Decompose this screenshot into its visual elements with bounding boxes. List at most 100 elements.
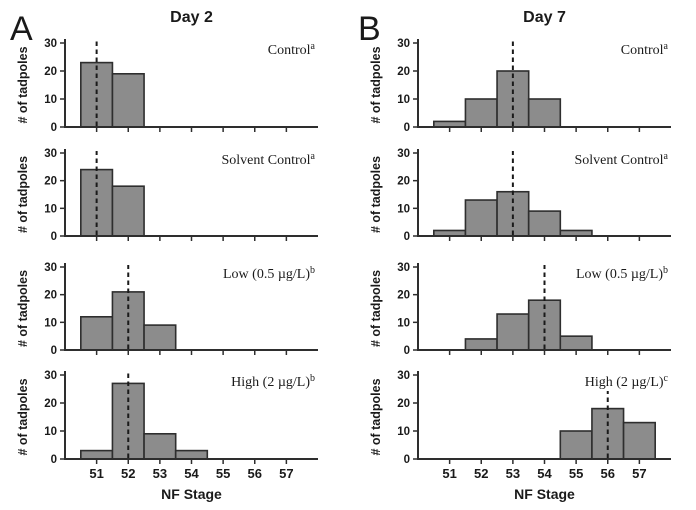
x-axis-label: NF Stage <box>514 486 575 502</box>
histogram-bar-stage-53 <box>143 432 177 460</box>
y-tick-label: 20 <box>44 66 57 78</box>
treatment-label-text: Low (0.5 µg/L) <box>223 267 310 282</box>
treatment-label: Controla <box>268 41 316 58</box>
y-tick-label: 0 <box>404 454 410 466</box>
treatment-label-superscript: a <box>664 151 669 162</box>
y-axis-label: # of tadpoles <box>16 378 30 455</box>
treatment-label-text: Solvent Control <box>574 153 663 168</box>
y-tick-label: 30 <box>397 148 410 160</box>
histogram-panel-day-7-control: 0 10 20 30 # of tadpoles Controla <box>369 38 671 134</box>
y-tick-label: 30 <box>44 370 57 382</box>
histogram-bar-stage-54 <box>527 210 562 237</box>
y-tick-label: 30 <box>397 262 410 274</box>
treatment-label-superscript: b <box>310 265 315 276</box>
treatment-label-superscript: a <box>311 41 316 52</box>
x-tick-label: 57 <box>632 466 646 481</box>
histogram-bar-stage-57 <box>622 421 656 460</box>
x-axis-label: NF Stage <box>161 486 222 502</box>
histogram-bar-stage-52 <box>111 73 145 128</box>
histogram-bar-stage-53 <box>496 313 530 351</box>
treatment-label-superscript: a <box>311 151 316 162</box>
histogram-bar-stage-53 <box>143 324 177 351</box>
y-tick-label: 10 <box>44 203 57 215</box>
x-tick-label: 52 <box>474 466 488 481</box>
y-tick-label: 10 <box>397 94 410 106</box>
y-axis-label: # of tadpoles <box>369 156 383 233</box>
y-tick-label: 0 <box>51 231 57 243</box>
treatment-label: Solvent Controla <box>221 151 315 168</box>
treatment-label: High (2 µg/L)c <box>585 373 669 390</box>
histogram-bar-stage-52 <box>111 185 145 237</box>
y-tick-label: 0 <box>51 122 57 134</box>
y-axis-label: # of tadpoles <box>369 270 383 347</box>
treatment-label-mask <box>564 372 676 388</box>
histogram-panel-day-2-low-0-5-g-l: 0 10 20 30 # of tadpoles Low (0.5 µg/L)b <box>16 262 318 357</box>
y-tick-label: 0 <box>404 231 410 243</box>
histogram-bar-stage-54 <box>527 98 562 128</box>
panel-letter-a: A <box>10 10 33 48</box>
y-tick-label: 10 <box>397 426 410 438</box>
histogram-bar-stage-52 <box>464 199 498 237</box>
x-tick-label: 55 <box>216 466 230 481</box>
y-axis-label: # of tadpoles <box>16 46 30 123</box>
y-tick-label: 10 <box>44 94 57 106</box>
y-tick-label: 30 <box>397 370 410 382</box>
treatment-label: Solvent Controla <box>574 151 668 168</box>
treatment-label: High (2 µg/L)b <box>231 373 315 390</box>
histogram-panel-day-2-solvent-control: 0 10 20 30 # of tadpoles Solvent Controla <box>16 148 318 243</box>
y-tick-label: 20 <box>397 66 410 78</box>
y-axis-label: # of tadpoles <box>369 46 383 123</box>
y-tick-label: 0 <box>404 122 410 134</box>
y-tick-label: 10 <box>44 426 57 438</box>
x-tick-label: 54 <box>184 466 199 481</box>
x-tick-label: 57 <box>279 466 293 481</box>
panel-letter-b: B <box>358 10 381 48</box>
histogram-bar-stage-55 <box>559 335 593 351</box>
y-axis-label: # of tadpoles <box>369 378 383 455</box>
histogram-bar-stage-51 <box>80 449 114 460</box>
x-tick-label: 56 <box>248 466 262 481</box>
histogram-panel-day-2-high-2-g-l: 0 10 20 30 51 52 53 54 55 56 57 # of tadpoles NF Sta… <box>16 370 318 502</box>
y-tick-label: 20 <box>44 290 57 302</box>
histogram-panel-day-7-solvent-control: 0 10 20 30 # of tadpoles Solvent Controla <box>369 148 671 243</box>
treatment-label-superscript: c <box>664 373 669 384</box>
histogram-bar-stage-55 <box>559 430 593 460</box>
y-tick-label: 10 <box>397 203 410 215</box>
treatment-label: Low (0.5 µg/L)b <box>576 265 668 282</box>
x-tick-label: 53 <box>506 466 520 481</box>
treatment-label-text: Solvent Control <box>221 153 310 168</box>
histogram-bar-stage-52 <box>464 338 498 351</box>
x-tick-label: 53 <box>153 466 167 481</box>
y-tick-label: 20 <box>397 290 410 302</box>
column-title-day-7: Day 7 <box>523 9 566 26</box>
x-tick-label: 52 <box>121 466 135 481</box>
treatment-label: Controla <box>621 41 669 58</box>
histogram-bar-stage-54 <box>174 449 209 460</box>
y-tick-label: 10 <box>397 317 410 329</box>
treatment-label-superscript: b <box>310 373 315 384</box>
y-tick-label: 0 <box>404 345 410 357</box>
histogram-bar-stage-52 <box>464 98 498 128</box>
treatment-label-superscript: b <box>663 265 668 276</box>
y-tick-label: 30 <box>397 38 410 50</box>
x-tick-label: 51 <box>442 466 456 481</box>
treatment-label-text: Low (0.5 µg/L) <box>576 267 663 282</box>
x-tick-label: 54 <box>537 466 552 481</box>
y-tick-label: 20 <box>397 398 410 410</box>
treatment-label-text: High (2 µg/L) <box>585 375 664 390</box>
y-tick-label: 20 <box>44 398 57 410</box>
y-tick-label: 30 <box>44 38 57 50</box>
y-tick-label: 20 <box>397 176 410 188</box>
x-tick-label: 55 <box>569 466 583 481</box>
treatment-label-text: Control <box>268 43 311 58</box>
x-tick-label: 51 <box>89 466 103 481</box>
treatment-label-text: High (2 µg/L) <box>231 375 310 390</box>
treatment-label-text: Control <box>621 43 664 58</box>
histogram-panel-day-7-low-0-5-g-l: 0 10 20 30 # of tadpoles Low (0.5 µg/L)b <box>369 262 671 357</box>
histogram-bar-stage-51 <box>80 315 114 351</box>
y-axis-label: # of tadpoles <box>16 156 30 233</box>
histogram-bar-stage-53 <box>496 190 530 237</box>
y-tick-label: 20 <box>44 176 57 188</box>
